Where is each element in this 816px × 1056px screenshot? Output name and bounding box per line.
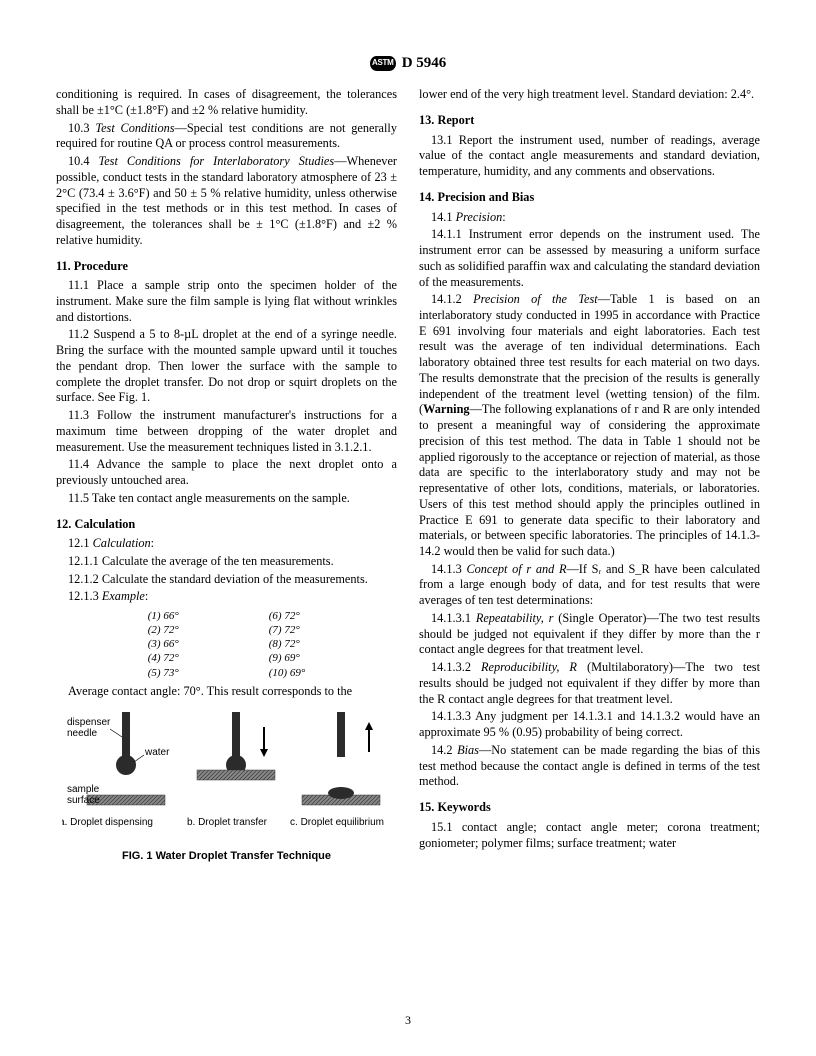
clause-label: Reproducibility, R xyxy=(481,660,577,674)
body-text: 14.1.3.3 Any judgment per 14.1.3.1 and 1… xyxy=(419,709,760,740)
clause-num: 14.2 xyxy=(431,743,457,757)
body-text: 14.2 Bias—No statement can be made regar… xyxy=(419,743,760,790)
clause-label: Example xyxy=(102,589,145,603)
body-text: 11.3 Follow the instrument manufacturer'… xyxy=(56,408,397,455)
body-text: 12.1.2 Calculate the standard deviation … xyxy=(56,572,397,588)
doc-id: D 5946 xyxy=(402,54,447,73)
fig-label-water: water xyxy=(144,747,170,758)
body-text: 11.1 Place a sample strip onto the speci… xyxy=(56,278,397,325)
clause-text: —The following explanations of r and R a… xyxy=(419,402,760,558)
body-text: 11.5 Take ten contact angle measurements… xyxy=(56,491,397,507)
example-row: (6) 72° xyxy=(269,609,305,623)
clause-num: 10.4 xyxy=(68,154,99,168)
droplet-icon xyxy=(116,755,136,775)
warning-label: Warning xyxy=(423,402,469,416)
example-col-left: (1) 66° (2) 72° (3) 66° (4) 72° (5) 73° xyxy=(148,609,179,679)
example-row: (8) 72° xyxy=(269,637,305,651)
clause-label: Precision xyxy=(456,210,503,224)
clause-label: Bias xyxy=(457,743,479,757)
clause-label: Concept of r and R xyxy=(466,562,566,576)
example-row: (7) 72° xyxy=(269,623,305,637)
example-row: (3) 66° xyxy=(148,637,179,651)
example-row: (9) 69° xyxy=(269,651,305,665)
colon: : xyxy=(145,589,148,603)
body-text: conditioning is required. In cases of di… xyxy=(56,87,397,118)
example-row: (5) 73° xyxy=(148,666,179,680)
section-11-title: 11. Procedure xyxy=(56,259,397,275)
clause-num: 14.1 xyxy=(431,210,456,224)
example-row: (2) 72° xyxy=(148,623,179,637)
section-12-title: 12. Calculation xyxy=(56,517,397,533)
body-text: 15.1 contact angle; contact angle meter;… xyxy=(419,820,760,851)
figure-1-svg: dispenser needle water sample surface xyxy=(62,707,392,847)
content-columns: conditioning is required. In cases of di… xyxy=(56,87,760,997)
clause-num: 14.1.3.2 xyxy=(431,660,481,674)
clause-num: 14.1.3 xyxy=(431,562,466,576)
clause-num: 12.1 xyxy=(68,536,93,550)
body-text: 12.1 Calculation: xyxy=(56,536,397,552)
page-number: 3 xyxy=(0,1013,816,1028)
body-text: 14.1.2 Precision of the Test—Table 1 is … xyxy=(419,292,760,559)
clause-label: Repeatability, r xyxy=(476,611,554,625)
body-text: 11.2 Suspend a 5 to 8-µL droplet at the … xyxy=(56,327,397,406)
clause-label: Precision of the Test xyxy=(473,292,598,306)
clause-label: Test Conditions xyxy=(95,121,174,135)
clause-num: 10.3 xyxy=(68,121,95,135)
fig-subcaption-b: b. Droplet transfer xyxy=(186,817,267,828)
fig-label-dispenser: dispenser xyxy=(67,717,111,728)
astm-logo: ASTM xyxy=(370,56,396,71)
body-text: 14.1.3.1 Repeatability, r (Single Operat… xyxy=(419,611,760,658)
example-row: (4) 72° xyxy=(148,651,179,665)
clause-num: 12.1.3 xyxy=(68,589,102,603)
fig-subcaption-a: a. Droplet dispensing xyxy=(62,817,153,828)
example-data-table: (1) 66° (2) 72° (3) 66° (4) 72° (5) 73° … xyxy=(56,609,397,679)
page: ASTM D 5946 conditioning is required. In… xyxy=(0,0,816,1056)
colon: : xyxy=(151,536,154,550)
clause-label: Calculation xyxy=(93,536,151,550)
body-text: Average contact angle: 70°. This result … xyxy=(56,684,397,700)
fig-label-needle: needle xyxy=(67,728,97,739)
clause-text: —Table 1 is based on an interlaboratory … xyxy=(419,292,760,416)
clause-num: 14.1.2 xyxy=(431,292,473,306)
body-text: 10.4 Test Conditions for Interlaboratory… xyxy=(56,154,397,248)
figure-1: dispenser needle water sample surface xyxy=(56,707,397,863)
clause-label: Test Conditions for Interlaboratory Stud… xyxy=(99,154,335,168)
section-15-title: 15. Keywords xyxy=(419,800,760,816)
droplet-icon xyxy=(328,787,354,799)
fig-label-surface: surface xyxy=(67,795,100,806)
body-text: 14.1.1 Instrument error depends on the i… xyxy=(419,227,760,290)
colon: : xyxy=(502,210,505,224)
body-text: 13.1 Report the instrument used, number … xyxy=(419,133,760,180)
fig-label-sample: sample xyxy=(67,784,100,795)
needle-icon xyxy=(122,712,130,757)
needle-icon xyxy=(232,712,240,757)
fig-subcaption-c: c. Droplet equilibrium xyxy=(290,817,384,828)
needle-icon xyxy=(337,712,345,757)
body-text: 10.3 Test Conditions—Special test condit… xyxy=(56,121,397,152)
doc-header: ASTM D 5946 xyxy=(56,54,760,73)
body-text: 14.1 Precision: xyxy=(419,210,760,226)
example-row: (1) 66° xyxy=(148,609,179,623)
sample-surface-icon xyxy=(197,770,275,780)
body-text: 12.1.1 Calculate the average of the ten … xyxy=(56,554,397,570)
section-13-title: 13. Report xyxy=(419,113,760,129)
body-text: 11.4 Advance the sample to place the nex… xyxy=(56,457,397,488)
body-text: 12.1.3 Example: xyxy=(56,589,397,605)
example-col-right: (6) 72° (7) 72° (8) 72° (9) 69° (10) 69° xyxy=(269,609,305,679)
clause-num: 14.1.3.1 xyxy=(431,611,476,625)
section-14-title: 14. Precision and Bias xyxy=(419,190,760,206)
figure-1-caption: FIG. 1 Water Droplet Transfer Technique xyxy=(56,849,397,863)
body-text: 14.1.3 Concept of r and R—If Sᵣ and S_R … xyxy=(419,562,760,609)
body-text: 14.1.3.2 Reproducibility, R (Multilabora… xyxy=(419,660,760,707)
example-row: (10) 69° xyxy=(269,666,305,680)
body-text: lower end of the very high treatment lev… xyxy=(419,87,760,103)
